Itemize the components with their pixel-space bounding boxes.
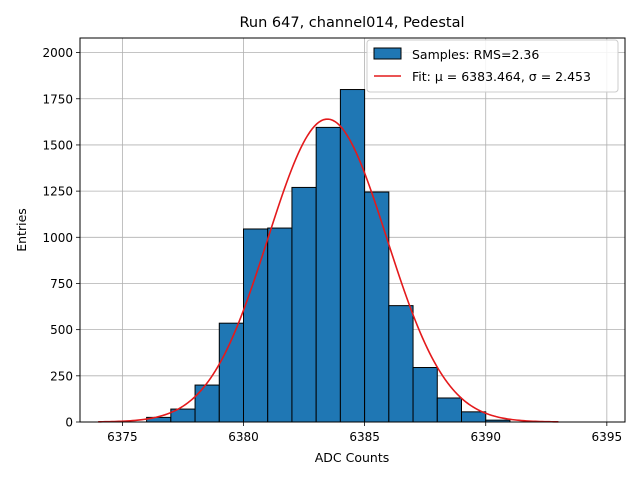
legend-samples-swatch: [373, 47, 402, 60]
y-tick-label: 0: [65, 416, 73, 430]
histogram-bar: [388, 305, 414, 423]
y-tick-label: 500: [50, 323, 73, 337]
x-tick-label: 6385: [349, 430, 380, 444]
plot-frame: [79, 37, 626, 423]
legend-fit-label: Fit: μ = 6383.464, σ = 2.453: [412, 69, 591, 84]
histogram-bar: [194, 384, 220, 423]
x-axis-label: ADC Counts: [315, 450, 390, 465]
y-tick-label: 1250: [42, 185, 73, 199]
y-tick-label: 250: [50, 369, 73, 383]
histogram-bar: [412, 367, 438, 423]
y-axis-label: Entries: [14, 208, 29, 252]
y-tick-label: 1000: [42, 231, 73, 245]
histogram-bar: [267, 227, 293, 423]
x-axis-ticks: 6375 6380 6385 6390 6395: [107, 422, 622, 444]
fit-curve-group: [98, 118, 559, 423]
histogram-bar: [461, 411, 487, 423]
histogram-bar: [291, 186, 317, 423]
x-tick-label: 6375: [107, 430, 138, 444]
y-tick-label: 750: [50, 277, 73, 291]
legend: Samples: RMS=2.36 Fit: μ = 6383.464, σ =…: [366, 39, 619, 93]
y-tick-label: 1500: [42, 138, 73, 152]
histogram-bar: [243, 228, 269, 423]
histogram-bar: [364, 191, 390, 423]
histogram-bar: [436, 397, 462, 423]
histogram-bar: [339, 89, 366, 423]
x-tick-label: 6380: [228, 430, 259, 444]
y-axis-ticks: 0 250 500 750 1000 1250 1500 1750 2000: [42, 46, 80, 430]
histogram-bar: [315, 126, 341, 423]
legend-samples-label: Samples: RMS=2.36: [412, 47, 539, 62]
x-tick-label: 6395: [592, 430, 623, 444]
y-tick-label: 1750: [42, 92, 73, 106]
x-tick-label: 6390: [470, 430, 501, 444]
y-tick-label: 2000: [42, 46, 73, 60]
chart-title: Run 647, channel014, Pedestal: [239, 15, 464, 31]
fit-curve: [98, 118, 559, 423]
legend-frame: [366, 39, 619, 93]
